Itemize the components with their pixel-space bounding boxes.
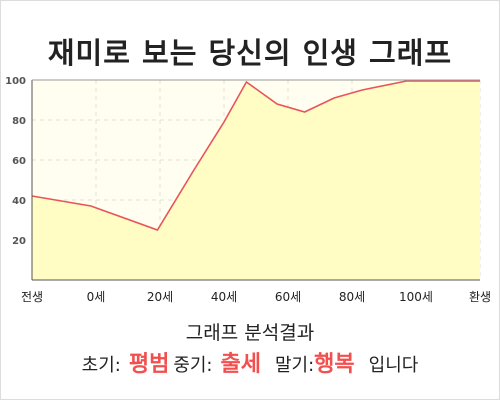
late-value: 행복	[314, 352, 355, 377]
y-tick-label: 20	[12, 236, 26, 247]
x-tick-label: 40세	[211, 290, 237, 304]
x-tick-label: 100세	[399, 290, 433, 304]
y-tick-label: 60	[12, 156, 26, 167]
series-line	[31, 80, 480, 231]
x-tick-label: 전생	[21, 290, 43, 304]
analysis-heading: 그래프 분석결과	[185, 322, 315, 344]
y-tick-label: 80	[12, 116, 26, 127]
page-title: 재미로 보는 당신의 인생 그래프	[47, 36, 453, 70]
early-label: 초기:	[81, 355, 121, 376]
early-value: 평범	[128, 352, 170, 377]
result-ending: 입니다	[368, 355, 419, 376]
mid-label: 중기:	[173, 355, 213, 376]
area-fill	[32, 81, 480, 280]
y-tick-label: 40	[12, 196, 26, 207]
mid-value: 출세	[220, 352, 261, 377]
analysis-result: 초기: 평범 중기: 출세 말기:행복 입니다	[0, 346, 500, 378]
x-tick-label: 0세	[87, 290, 106, 304]
late-label: 말기:	[274, 355, 315, 376]
x-tick-label: 60세	[275, 290, 301, 304]
y-tick-label: 100	[5, 76, 26, 87]
x-tick-label: 80세	[339, 290, 365, 304]
x-tick-label: 20세	[147, 290, 173, 304]
x-tick-label: 환생	[469, 290, 491, 304]
